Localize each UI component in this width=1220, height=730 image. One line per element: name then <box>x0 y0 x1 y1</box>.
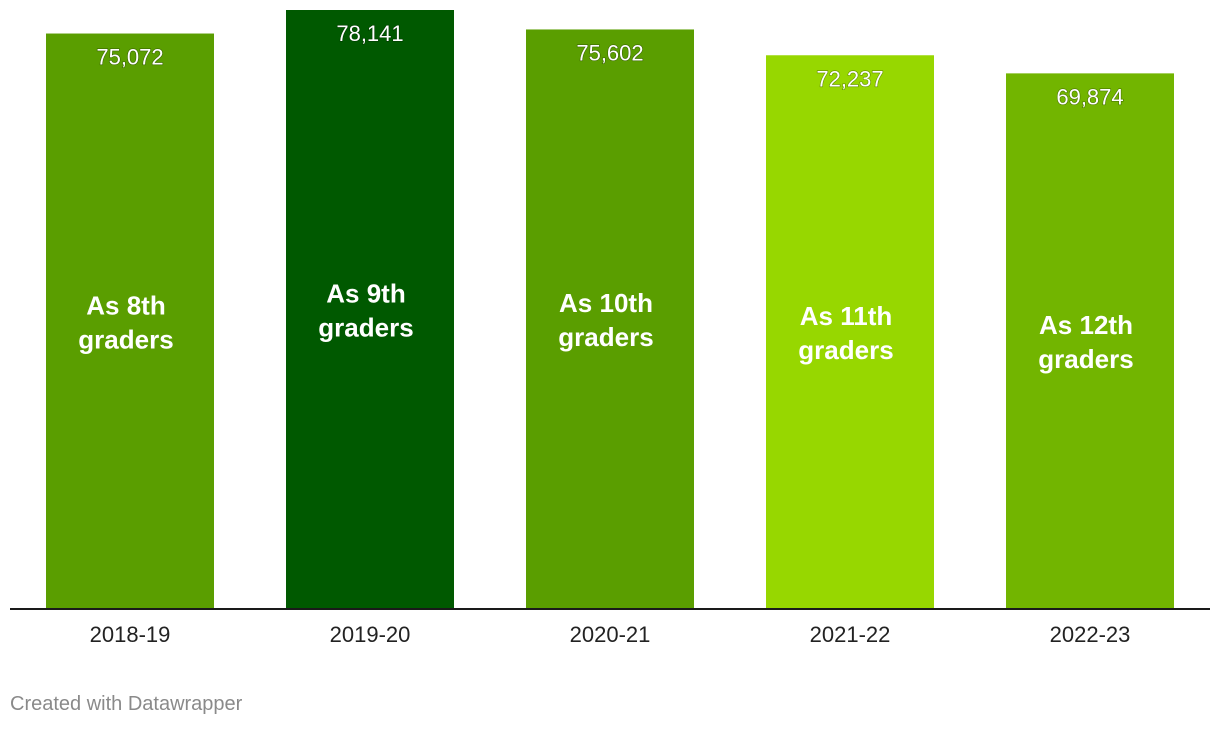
x-tick-label-2019-20: 2019-20 <box>330 622 411 647</box>
value-label-2019-20: 78,141 <box>336 21 403 46</box>
x-tick-label-2021-22: 2021-22 <box>810 622 891 647</box>
bar-annotation-2020-21-line-1: As 10th <box>559 288 653 318</box>
value-labels-layer: 75,072 78,141 75,602 72,237 69,874 <box>96 20 1124 110</box>
datawrapper-credit: Created with Datawrapper <box>10 693 243 715</box>
bars-layer <box>46 10 1174 610</box>
value-label-2021-22: 72,237 <box>816 66 883 91</box>
bar-annotation-2019-20-line-1: As 9th <box>326 279 405 309</box>
bar-annotation-2022-23-line-1: As 12th <box>1039 310 1133 340</box>
bar-annotation-2022-23-line-2: graders <box>1038 344 1133 374</box>
bar-2021-22 <box>766 55 934 610</box>
bar-annotation-2021-22-line-1: As 11th <box>800 301 893 331</box>
bar-2020-21 <box>526 29 694 610</box>
value-label-2022-23: 69,874 <box>1056 84 1123 109</box>
x-tick-label-2020-21: 2020-21 <box>570 622 651 647</box>
bar-2018-19 <box>46 33 214 609</box>
bar-annotation-2020-21-line-2: graders <box>558 322 653 352</box>
x-tick-label-2022-23: 2022-23 <box>1050 622 1131 647</box>
bar-2022-23 <box>1006 73 1174 609</box>
bar-annotation-2019-20-line-2: graders <box>318 313 413 343</box>
x-axis-ticks-layer: 2018-19 2019-20 2020-21 2021-22 2022-23 <box>90 622 1131 647</box>
bar-annotation-2018-19-line-2: graders <box>78 324 173 354</box>
value-label-2018-19: 75,072 <box>96 45 163 70</box>
x-tick-label-2018-19: 2018-19 <box>90 622 171 647</box>
bar-2019-20 <box>286 10 454 609</box>
bar-annotation-2021-22-line-2: graders <box>798 335 893 365</box>
value-label-2020-21: 75,602 <box>576 40 643 65</box>
bar-annotations-layer: As 8th graders As 9th graders As 10th graders… <box>78 279 1133 375</box>
bar-annotation-2018-19-line-1: As 8th <box>86 290 165 320</box>
